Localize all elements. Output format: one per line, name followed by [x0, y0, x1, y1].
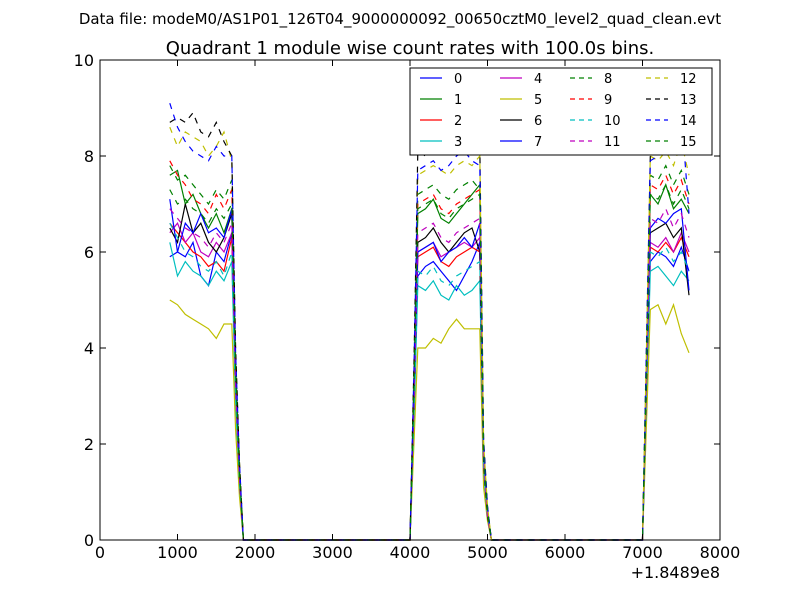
- figure-suptitle: Data file: modeM0/AS1P01_126T04_90000000…: [79, 10, 721, 29]
- x-tick-label: 7000: [622, 543, 663, 562]
- y-tick-label: 4: [84, 339, 94, 358]
- series-line-5: [169, 299, 690, 541]
- legend-label-14: 14: [680, 114, 697, 129]
- legend-label-10: 10: [604, 114, 621, 129]
- y-tick-label: 10: [74, 51, 94, 70]
- series-line-14: [169, 103, 690, 541]
- legend-label-15: 15: [680, 135, 697, 150]
- series-line-12: [169, 126, 690, 541]
- legend-label-4: 4: [534, 72, 542, 87]
- y-tick-label: 6: [84, 243, 94, 262]
- chart-title: Quadrant 1 module wise count rates with …: [166, 38, 655, 59]
- y-tick-label: 8: [84, 147, 94, 166]
- x-tick-label: 8000: [700, 543, 741, 562]
- legend-label-12: 12: [680, 72, 697, 87]
- x-tick-label: 1000: [157, 543, 198, 562]
- legend-label-11: 11: [604, 135, 621, 150]
- x-tick-label: 2000: [235, 543, 276, 562]
- x-tick-label: 5000: [467, 543, 508, 562]
- y-tick-label: 0: [84, 531, 94, 550]
- legend-frame: [409, 67, 713, 156]
- legend-label-2: 2: [454, 114, 462, 129]
- series-line-11: [169, 207, 690, 541]
- x-tick-label: 6000: [545, 543, 586, 562]
- x-offset-label: +1.8489e8: [631, 563, 720, 582]
- legend-label-7: 7: [534, 135, 542, 150]
- legend-label-8: 8: [604, 72, 612, 87]
- legend-label-1: 1: [454, 93, 462, 108]
- legend-label-0: 0: [454, 72, 462, 87]
- legend-label-3: 3: [454, 135, 462, 150]
- x-tick-label: 0: [95, 543, 105, 562]
- legend-label-13: 13: [680, 93, 697, 108]
- legend-label-5: 5: [534, 93, 542, 108]
- x-tick-label: 3000: [312, 543, 353, 562]
- series-layer: [169, 93, 690, 541]
- legend-label-6: 6: [534, 114, 542, 129]
- legend-label-9: 9: [604, 93, 612, 108]
- x-tick-label: 4000: [390, 543, 431, 562]
- y-tick-label: 2: [84, 435, 94, 454]
